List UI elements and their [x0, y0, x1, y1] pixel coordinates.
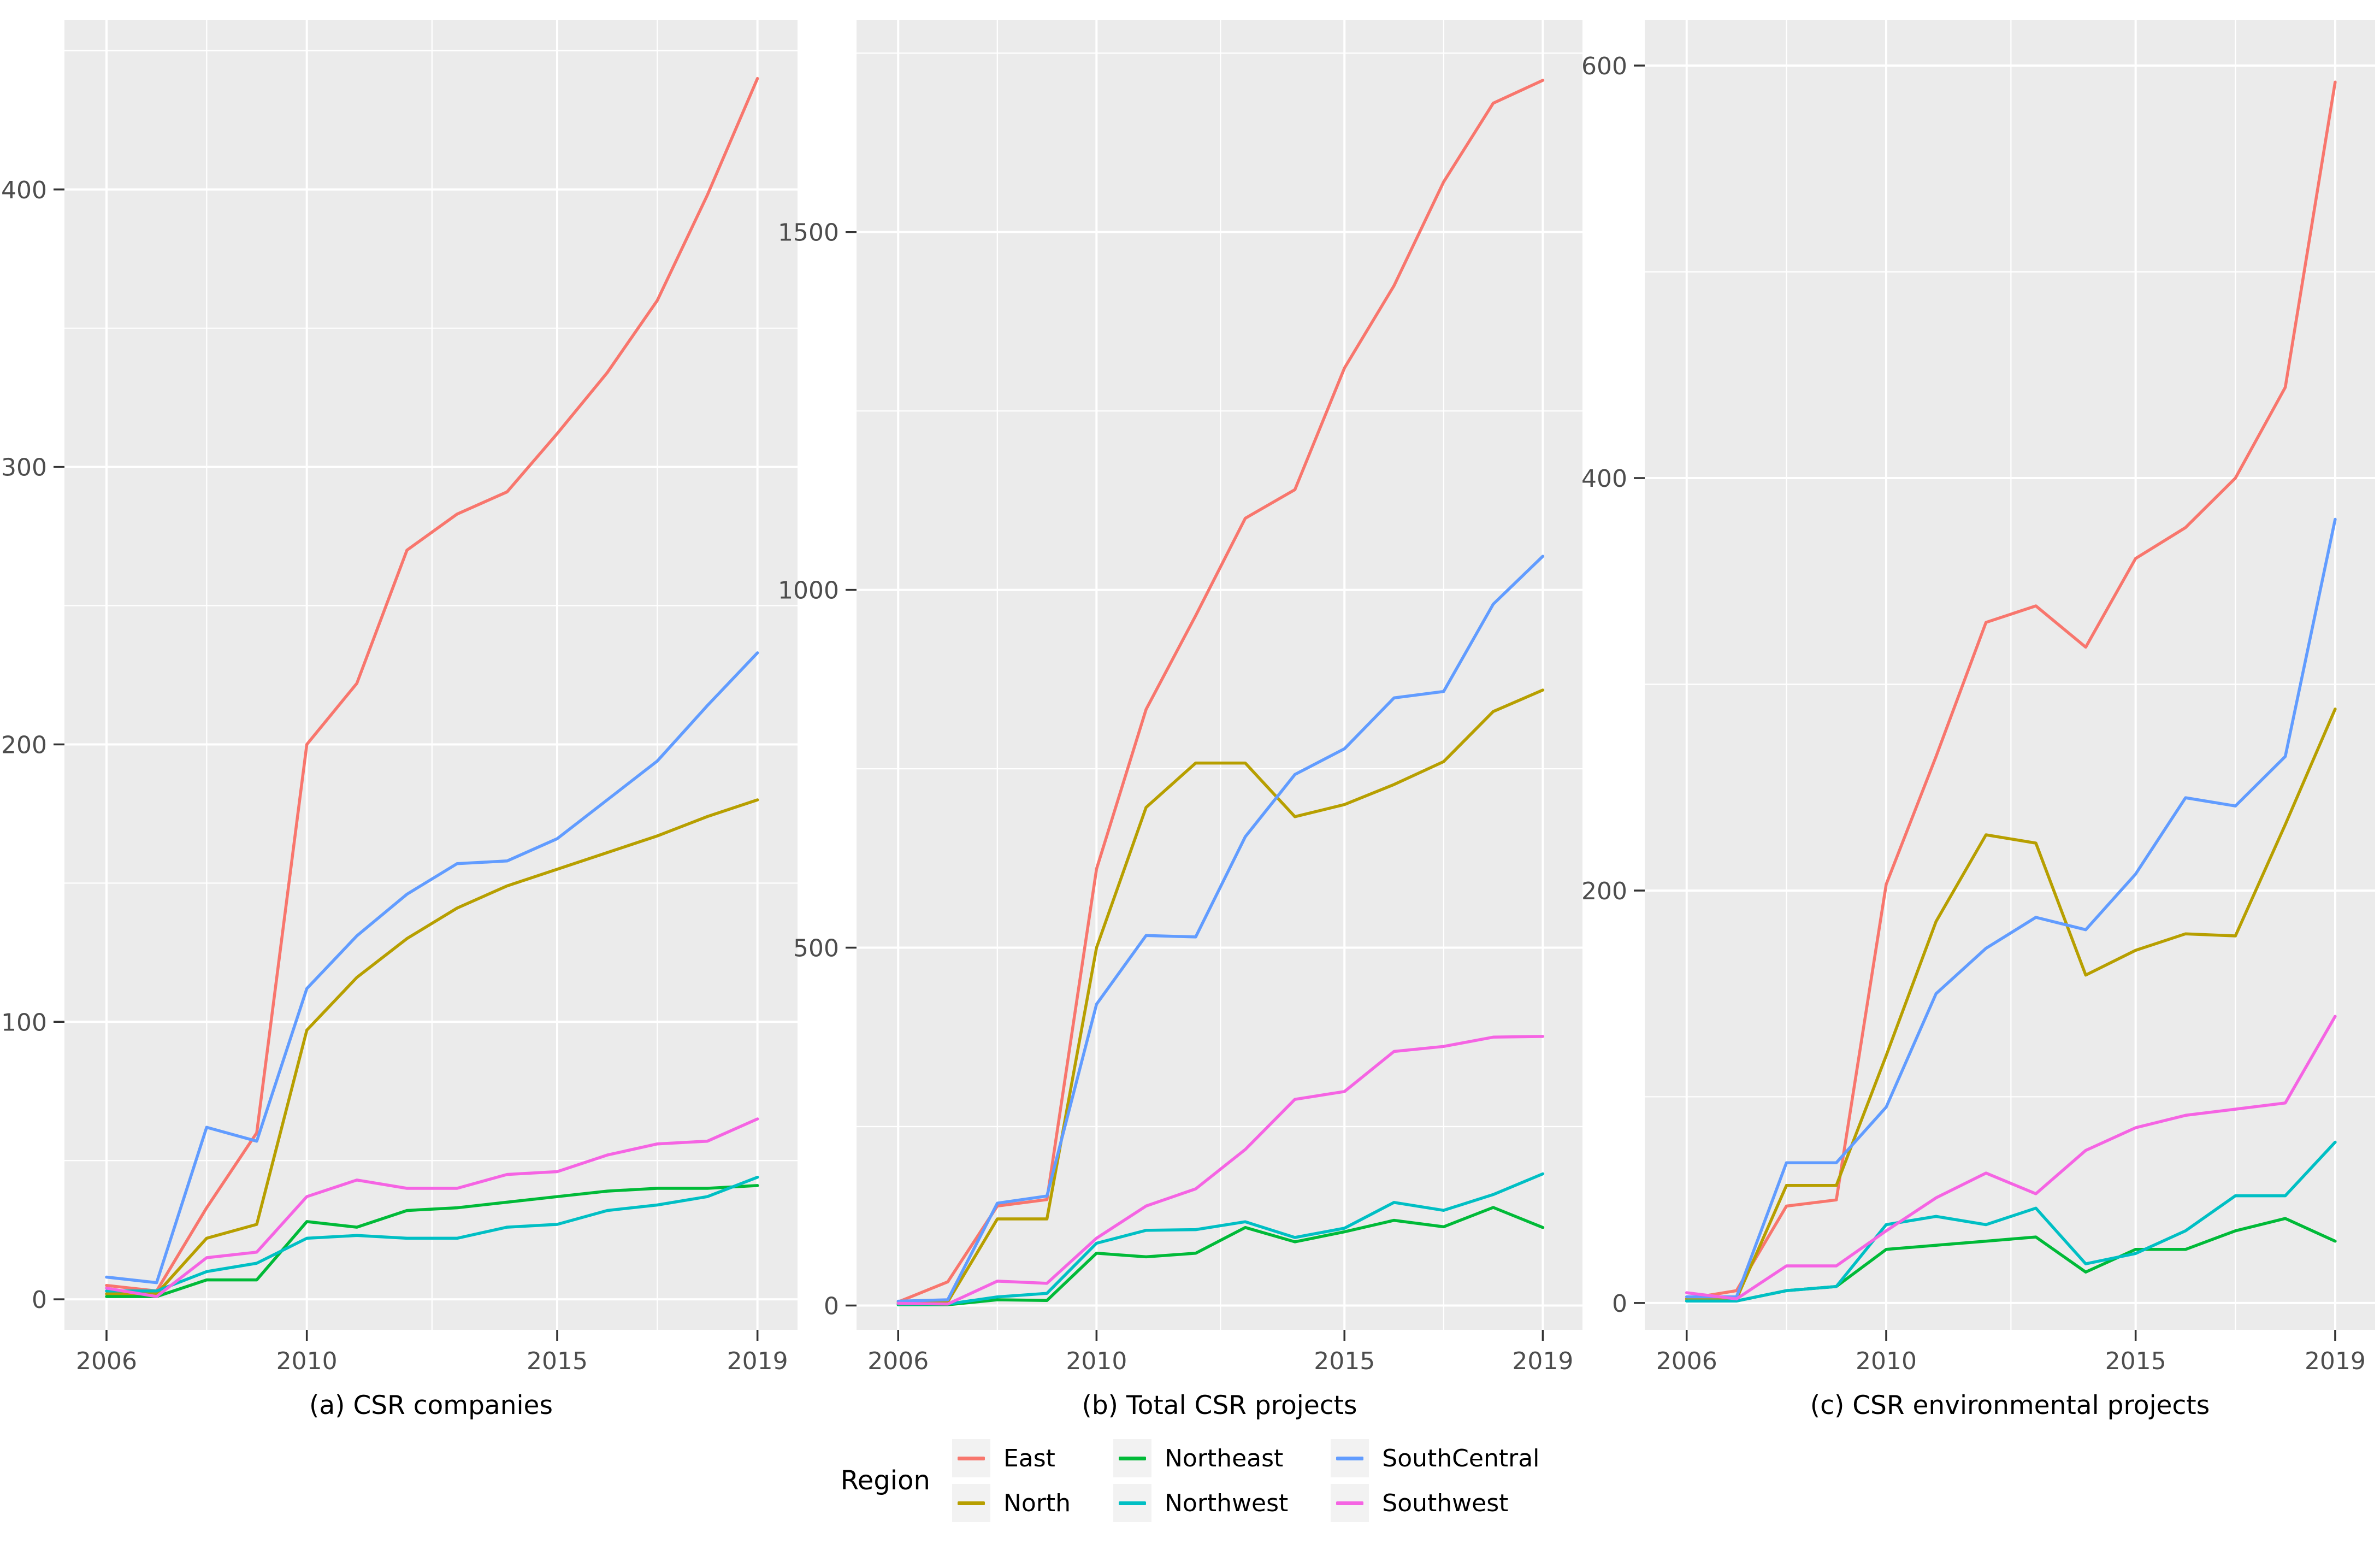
panel-a-background — [64, 20, 798, 1330]
panel-b-tick-labels: 2006 2010 2015 2019 0 500 1000 1500 — [778, 219, 1573, 1375]
line-southwest-panel-c — [1685, 1015, 2337, 1301]
legend-item-north: North — [952, 1484, 1071, 1522]
line-swatch-east — [957, 1456, 985, 1460]
line-swatch-northwest — [1119, 1501, 1146, 1505]
legend-item-southcentral: SouthCentral — [1331, 1439, 1539, 1477]
line-southcentral-panel-b — [896, 555, 1545, 1303]
line-swatch-southwest — [1336, 1501, 1364, 1505]
line-north-panel-a — [105, 798, 759, 1295]
panel-a: 2006 2010 2015 2019 0 100 200 300 400 — [1, 20, 798, 1375]
panel-a-tick-labels: 2006 2010 2015 2019 0 100 200 300 400 — [1, 176, 788, 1375]
x-tick-label: 2006 — [76, 1347, 137, 1375]
y-tick-label: 300 — [1, 454, 47, 482]
line-northwest-panel-a — [105, 1175, 759, 1293]
line-east-panel-c — [1685, 80, 2337, 1301]
x-tick-label: 2015 — [1314, 1347, 1375, 1375]
y-tick-label: 400 — [1581, 465, 1627, 493]
y-tick-label: 1500 — [778, 219, 839, 247]
panel-c-major-gridlines — [1645, 20, 2375, 1330]
line-northeast-panel-a — [105, 1184, 759, 1298]
legend-item-northwest: Northwest — [1113, 1484, 1288, 1522]
line-northwest-panel-b — [896, 1172, 1545, 1306]
legend-item-northeast: Northeast — [1113, 1439, 1288, 1477]
x-tick-label: 2019 — [1512, 1347, 1573, 1375]
y-tick-label: 200 — [1581, 877, 1627, 905]
line-east-panel-b — [896, 79, 1545, 1304]
line-southwest-panel-a — [105, 1117, 759, 1298]
line-southwest-panel-b — [896, 1035, 1545, 1306]
panel-c-background — [1645, 20, 2375, 1330]
legend-item-east: East — [952, 1439, 1071, 1477]
y-tick-label: 0 — [824, 1292, 839, 1320]
line-north-panel-c — [1685, 708, 2337, 1301]
panel-b-tick-marks — [846, 231, 1544, 1341]
legend-label-southcentral: SouthCentral — [1382, 1444, 1540, 1472]
panel-b-series — [896, 79, 1545, 1306]
line-southcentral-panel-a — [105, 651, 759, 1284]
panel-c-series — [1685, 80, 2337, 1303]
caption-panel-a: (a) CSR companies — [309, 1390, 553, 1421]
panel-c-tick-labels: 2006 2010 2015 2019 0 200 400 600 — [1581, 52, 2366, 1375]
x-tick-label: 2010 — [1066, 1347, 1127, 1375]
y-tick-label: 500 — [793, 935, 839, 963]
y-tick-label: 600 — [1581, 52, 1627, 80]
legend-label-east: East — [1003, 1444, 1055, 1472]
x-tick-label: 2015 — [527, 1347, 588, 1375]
y-tick-label: 1000 — [778, 577, 839, 605]
x-tick-label: 2019 — [727, 1347, 788, 1375]
line-swatch-north — [957, 1501, 985, 1505]
legend-key-northeast — [1113, 1439, 1151, 1477]
panel-b-minor-gridlines — [857, 20, 1582, 1330]
panel-b-major-gridlines — [857, 20, 1582, 1330]
x-tick-label: 2010 — [1856, 1347, 1917, 1375]
line-northwest-panel-c — [1685, 1140, 2337, 1303]
legend-key-southwest — [1331, 1484, 1369, 1522]
panel-a-major-gridlines — [64, 20, 798, 1330]
panel-c-tick-marks — [1634, 64, 2336, 1341]
panel-b: 2006 2010 2015 2019 0 500 1000 1500 — [778, 20, 1582, 1375]
panel-c: 2006 2010 2015 2019 0 200 400 600 — [1581, 20, 2375, 1375]
legend-label-southwest: Southwest — [1382, 1489, 1509, 1517]
legend-label-north: North — [1003, 1489, 1071, 1517]
line-southcentral-panel-c — [1685, 517, 2337, 1299]
legend-item-southwest: Southwest — [1331, 1484, 1539, 1522]
x-tick-label: 2015 — [2105, 1347, 2166, 1375]
caption-panel-c: (c) CSR environmental projects — [1810, 1390, 2210, 1421]
panel-a-series — [105, 76, 759, 1298]
legend-key-east — [952, 1439, 990, 1477]
legend-label-northeast: Northeast — [1165, 1444, 1284, 1472]
y-tick-label: 200 — [1, 731, 47, 759]
x-tick-label: 2010 — [276, 1347, 338, 1375]
legend-key-southcentral — [1331, 1439, 1369, 1477]
line-north-panel-b — [896, 688, 1545, 1305]
panel-b-background — [857, 20, 1582, 1330]
panel-a-tick-marks — [54, 188, 759, 1341]
y-tick-label: 400 — [1, 176, 47, 204]
x-tick-label: 2019 — [2305, 1347, 2366, 1375]
x-tick-label: 2006 — [867, 1347, 929, 1375]
legend-title: Region — [840, 1465, 930, 1496]
line-swatch-northeast — [1119, 1456, 1146, 1460]
y-tick-label: 100 — [1, 1009, 47, 1036]
line-east-panel-a — [105, 76, 759, 1293]
legend-label-northwest: Northwest — [1165, 1489, 1289, 1517]
x-tick-label: 2006 — [1656, 1347, 1717, 1375]
line-northeast-panel-b — [896, 1206, 1545, 1306]
line-swatch-southcentral — [1336, 1456, 1364, 1460]
legend-key-north — [952, 1484, 990, 1522]
legend: Region East North Northeast Northwest So… — [0, 1439, 2380, 1522]
caption-panel-b: (b) Total CSR projects — [1082, 1390, 1357, 1421]
legend-grid: East North Northeast Northwest SouthCent… — [952, 1439, 1539, 1522]
panel-a-minor-gridlines — [64, 20, 798, 1330]
y-tick-label: 0 — [32, 1286, 47, 1314]
y-tick-label: 0 — [1612, 1290, 1627, 1318]
legend-key-northwest — [1113, 1484, 1151, 1522]
panel-c-minor-gridlines — [1645, 20, 2375, 1330]
